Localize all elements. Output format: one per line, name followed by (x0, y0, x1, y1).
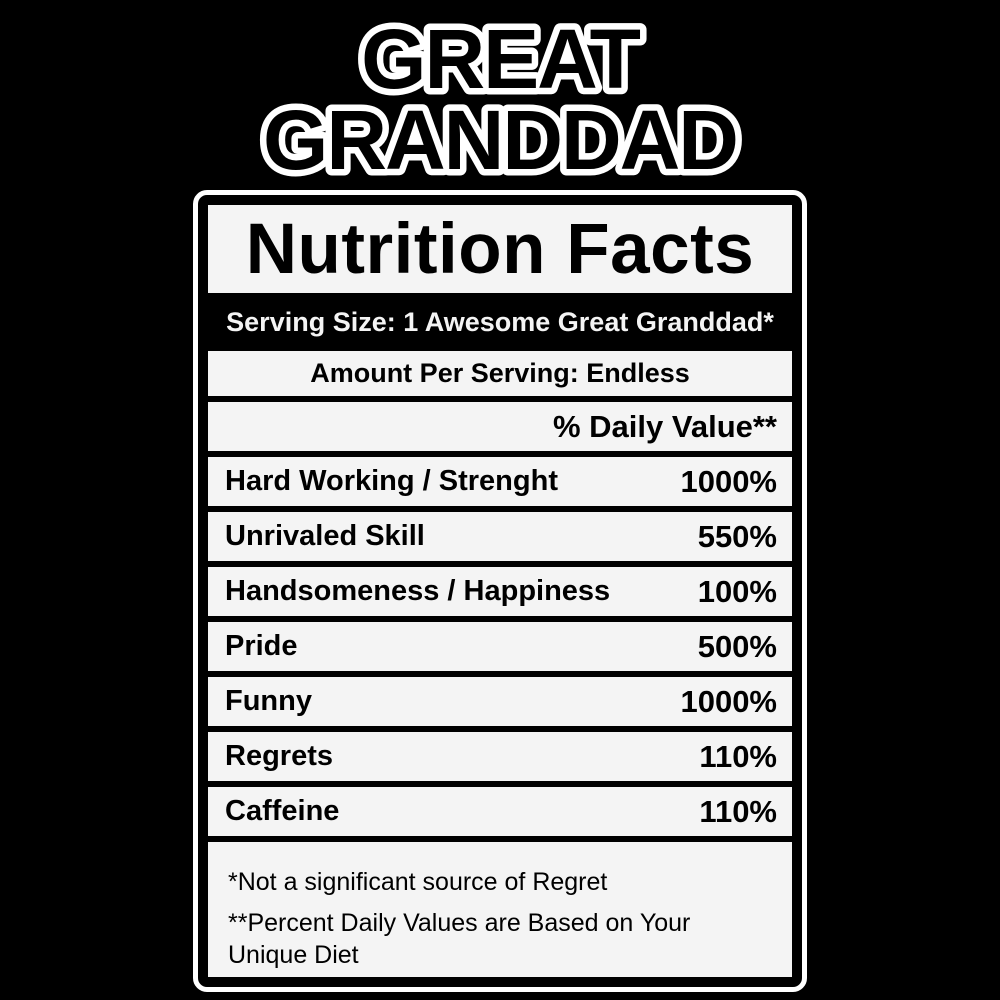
serving-size-band: Serving Size: 1 Awesome Great Granddad* (226, 306, 774, 337)
nutrition-facts-label: Nutrition Facts Serving Size: 1 Awesome … (193, 190, 807, 992)
nutrient-percent: 110% (699, 738, 777, 774)
nutrient-row: Handsomeness / Happiness 100% (208, 567, 792, 616)
title-line-great: GREAT (361, 12, 640, 106)
nutrient-percent: 1000% (680, 463, 777, 499)
nutrient-name: Handsomeness / Happiness (225, 575, 611, 607)
nutrient-name: Pride (225, 630, 298, 662)
nutrient-percent: 500% (697, 628, 777, 664)
amount-per-serving: Amount Per Serving: Endless (208, 351, 792, 396)
nutrient-row: Unrivaled Skill 550% (208, 512, 792, 561)
nutrient-row: Caffeine 110% (208, 787, 792, 836)
nutrient-name: Regrets (225, 740, 333, 772)
nutrient-row: Funny 1000% (208, 677, 792, 726)
footnotes: *Not a significant source of Regret **Pe… (208, 842, 792, 977)
nutrient-row: Hard Working / Strenght 1000% (208, 457, 792, 506)
nutrient-percent: 110% (699, 793, 777, 829)
title-line-granddad: GRANDDAD (263, 93, 737, 187)
nutrient-percent: 100% (697, 573, 777, 609)
footnote-regret: *Not a significant source of Regret (228, 868, 608, 896)
nutrient-name: Unrivaled Skill (225, 520, 425, 552)
nutrition-facts-heading: Nutrition Facts (208, 205, 792, 293)
nutrient-name: Hard Working / Strenght (225, 465, 558, 497)
nutrient-row: Pride 500% (208, 622, 792, 671)
nutrient-name: Funny (225, 685, 312, 717)
nutrient-percent: 1000% (680, 683, 777, 719)
nutrient-name: Caffeine (225, 795, 340, 827)
footnote-daily-values: **Percent Daily Values are Based on Your… (228, 909, 691, 969)
nutrient-row: Regrets 110% (208, 732, 792, 781)
daily-value-header: % Daily Value** (208, 402, 792, 451)
nutrient-percent: 550% (697, 518, 777, 554)
title-graphic: GREAT GRANDDAD (257, 6, 746, 191)
